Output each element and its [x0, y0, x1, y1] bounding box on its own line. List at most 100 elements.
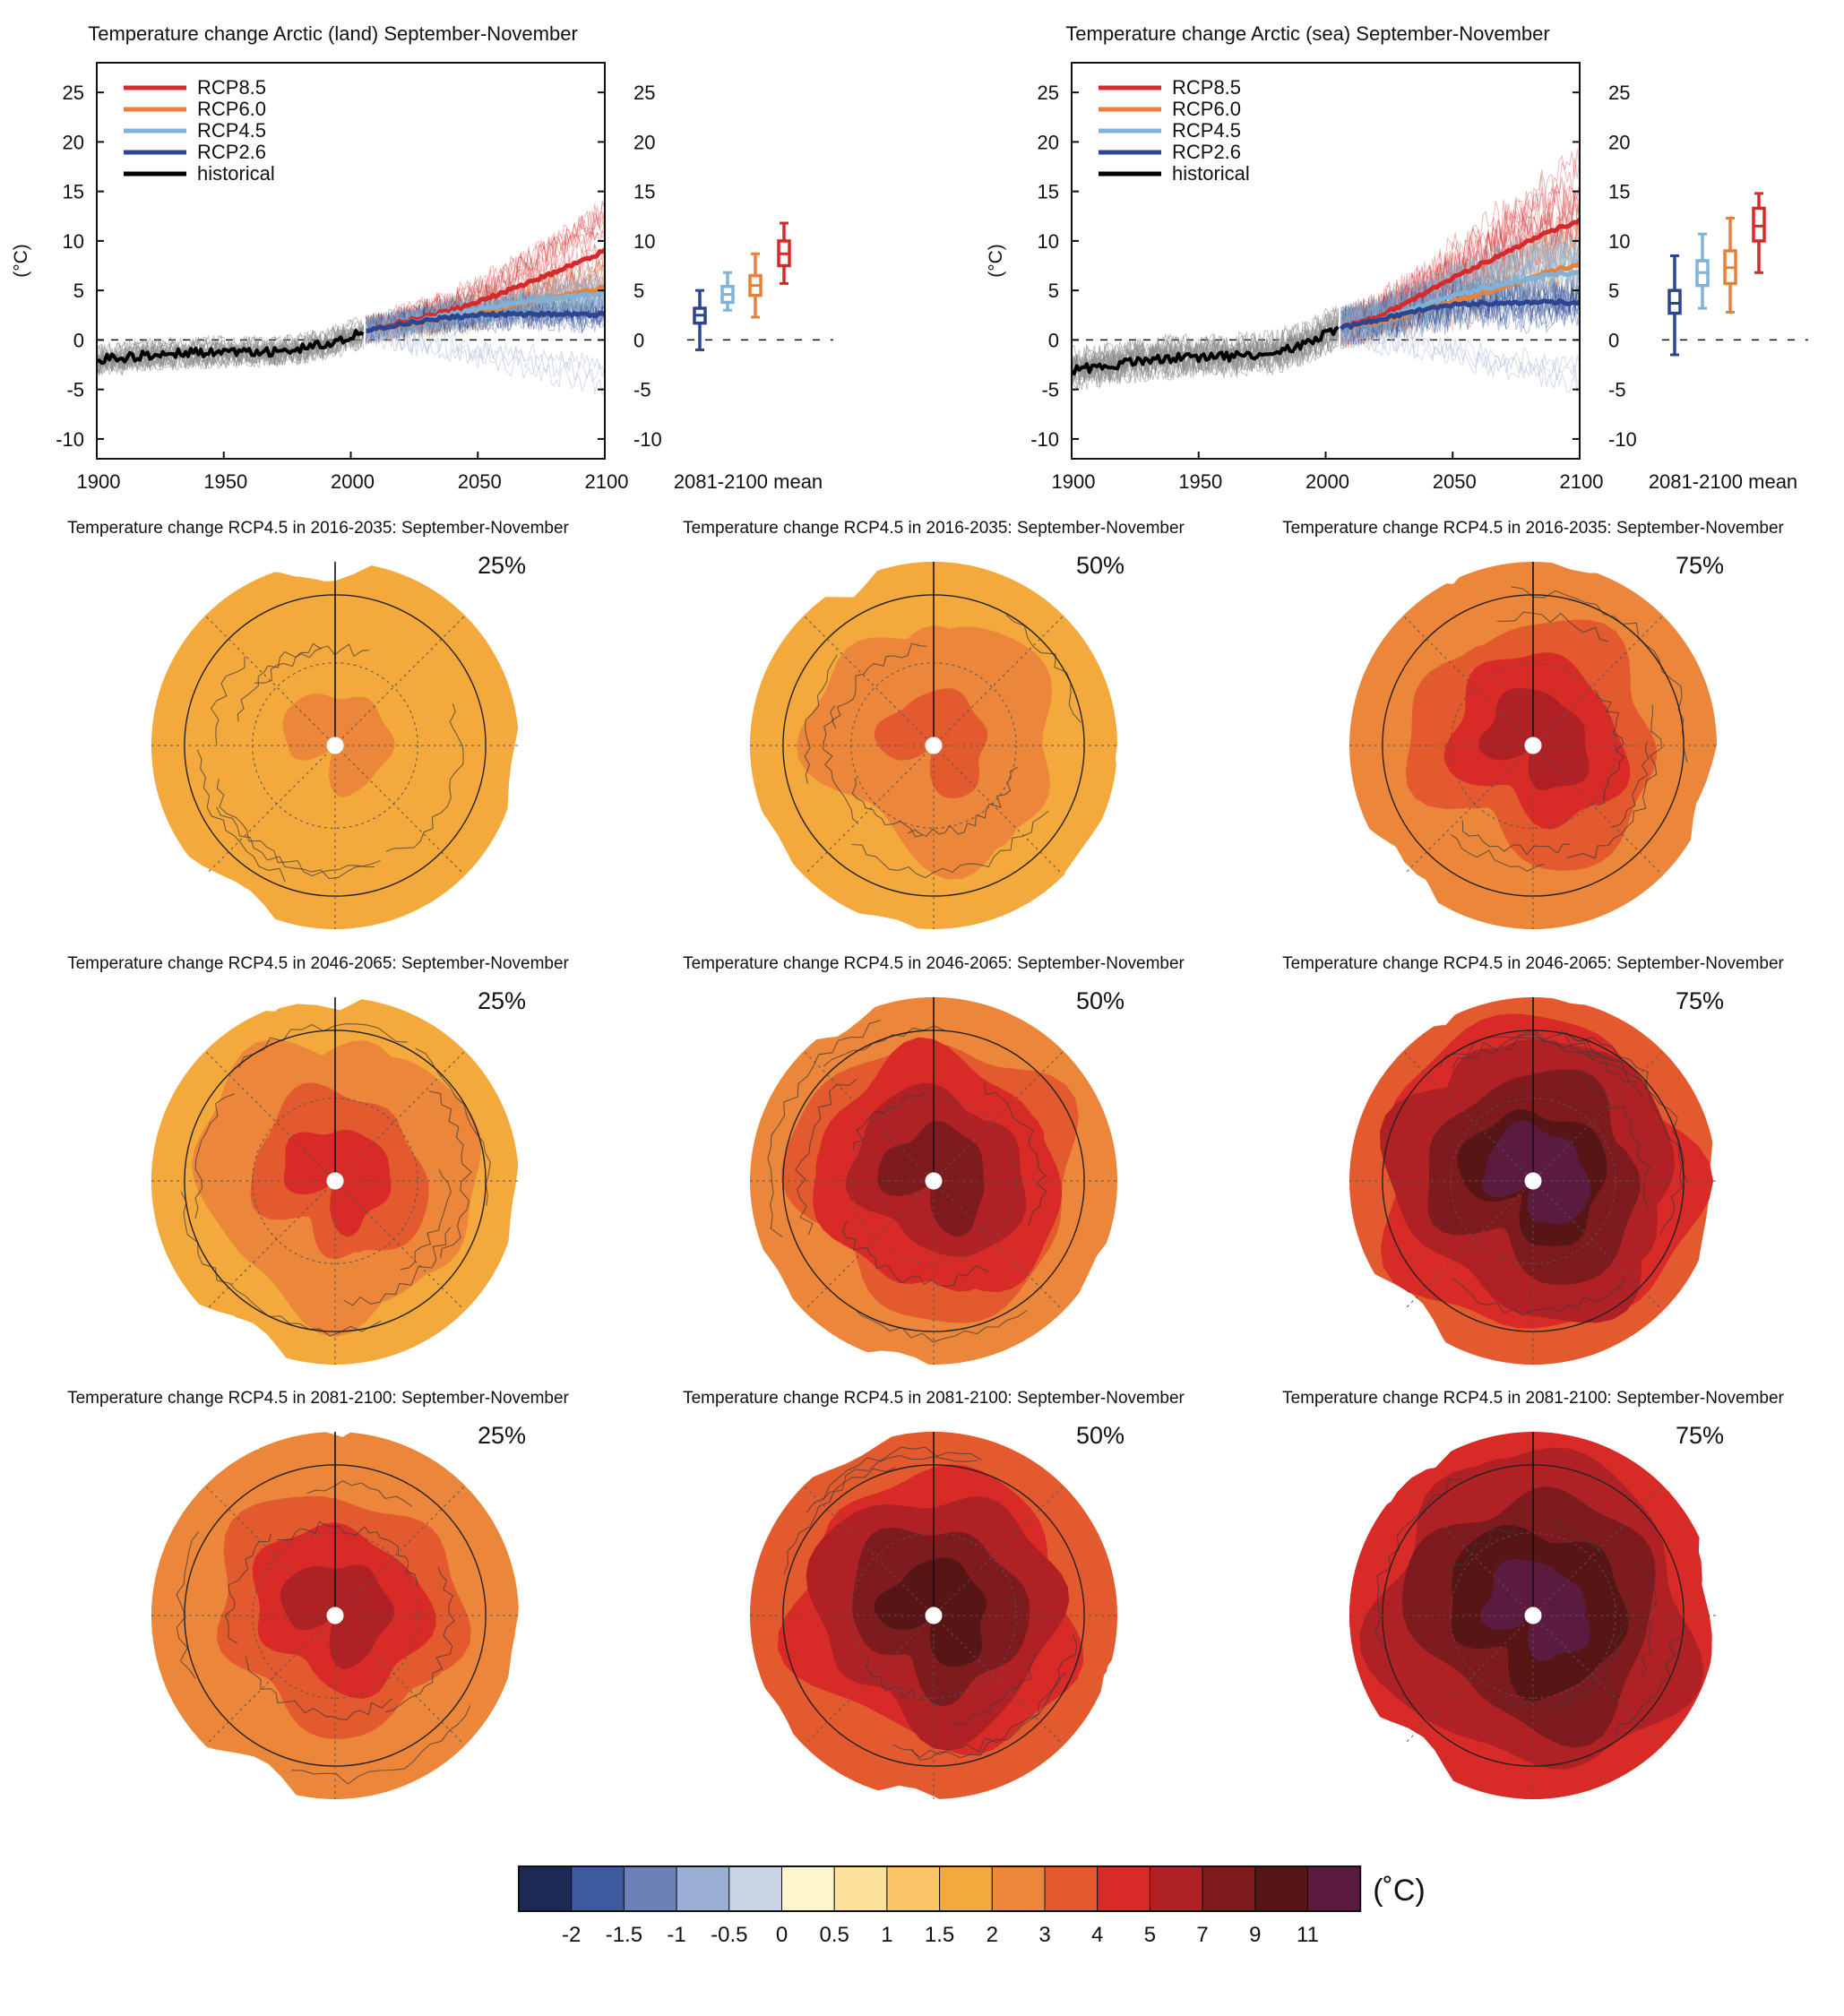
meridian-line: [206, 1052, 464, 1310]
ensemble-member-line: [366, 287, 605, 341]
boxes-label: 2081-2100 mean: [1649, 470, 1797, 493]
map-grid: Temperature change RCP4.5 in 2016-2035: …: [67, 519, 1785, 1799]
coastline: [1461, 820, 1571, 856]
ensemble-member-line: [1340, 278, 1580, 346]
ensemble-member-line: [1340, 228, 1580, 340]
colorbar-tick-label: 1: [881, 1923, 892, 1947]
colorbar-tick-label: 0: [776, 1923, 788, 1947]
coastline: [823, 705, 859, 824]
coastline: [216, 806, 381, 880]
polar-map-panel: Temperature change RCP4.5 in 2016-2035: …: [1282, 519, 1785, 929]
coastline: [795, 1079, 857, 1236]
colorbar-swatch: [781, 1865, 835, 1912]
contour-band: [1482, 1120, 1591, 1225]
coastline: [180, 1191, 382, 1337]
coastline: [238, 1023, 409, 1069]
y-tick-label-right: 5: [633, 280, 644, 302]
colorbar-tick-label: 3: [1038, 1923, 1050, 1947]
ensemble-member-line: [366, 211, 605, 344]
ensemble-member-line: [366, 299, 605, 343]
ensemble-member-line: [366, 297, 605, 337]
coastline: [400, 1168, 452, 1271]
ensemble-member-line: [366, 292, 605, 343]
legend-label: RCP6.0: [1172, 98, 1241, 120]
map-fill: [151, 1432, 519, 1799]
pole-marker: [326, 1607, 344, 1624]
colorbar-swatch: [1149, 1865, 1203, 1912]
ensemble-member-line: [1340, 221, 1580, 347]
coastline: [1564, 1035, 1684, 1235]
map-title: Temperature change RCP4.5 in 2081-2100: …: [67, 1389, 569, 1408]
chart-title: Temperature change Arctic (sea) Septembe…: [1065, 22, 1549, 45]
coastline: [254, 643, 370, 684]
coastline: [841, 1220, 988, 1288]
x-tick-label: 1950: [203, 470, 247, 493]
pole-marker: [1524, 737, 1542, 754]
legend-label: RCP4.5: [197, 119, 266, 142]
coastline: [1005, 615, 1081, 723]
plot-frame: [96, 62, 606, 460]
coastline: [291, 1705, 471, 1785]
y-tick-label-left: -10: [1030, 428, 1059, 451]
y-tick-label-right: 15: [1608, 181, 1630, 203]
map-fill: [1349, 1432, 1712, 1799]
coastline: [1374, 1478, 1462, 1652]
coastline: [1451, 1276, 1626, 1316]
ensemble-member-line: [1340, 183, 1580, 340]
colorbar-tick-label: -0.5: [711, 1923, 747, 1947]
coastline: [1566, 704, 1663, 859]
box-iqr: [1752, 206, 1766, 243]
coastline: [1562, 1601, 1632, 1708]
map-fill: [1349, 562, 1717, 929]
ensemble-member-line: [1340, 241, 1580, 340]
y-tick-label-right: 15: [633, 181, 655, 203]
map-fill: [1349, 997, 1714, 1365]
colorbar-swatch: [571, 1865, 625, 1912]
ensemble-member-line: [1340, 198, 1580, 346]
x-tick-label: 1900: [1052, 470, 1096, 493]
y-tick-label-right: -10: [1608, 428, 1637, 451]
historical-member-line: [1072, 323, 1340, 389]
y-tick-label-left: -10: [56, 428, 84, 451]
percentile-label: 25%: [478, 987, 526, 1014]
ensemble-member-line: [1340, 191, 1580, 342]
series-mean-line-rcp85: [1339, 218, 1580, 331]
ensemble-member-line: [1340, 327, 1580, 383]
ensemble-member-line: [366, 324, 605, 383]
colorbar-tick-label: 11: [1297, 1923, 1319, 1947]
y-tick-label-right: 25: [633, 82, 655, 104]
colorbar-tick-label: 9: [1249, 1923, 1261, 1947]
colorbar-tick-label: 7: [1196, 1923, 1208, 1947]
pole-marker: [326, 1172, 344, 1190]
coastline: [385, 702, 464, 852]
ensemble-member-line: [366, 324, 605, 396]
pole-marker: [1524, 1607, 1542, 1624]
coastline: [767, 1020, 881, 1237]
y-tick-label-left: -5: [66, 379, 84, 401]
x-tick-label: 1900: [77, 470, 121, 493]
coastline: [983, 1082, 1047, 1227]
map-title: Temperature change RCP4.5 in 2016-2035: …: [1282, 519, 1784, 538]
coastline: [277, 1521, 418, 1587]
y-tick-label-left: 10: [63, 230, 84, 253]
coastline: [1497, 611, 1609, 642]
ensemble-member-line: [1340, 265, 1580, 341]
meridian-line: [1404, 1052, 1662, 1310]
coastline: [1560, 1030, 1688, 1183]
meridian-line: [805, 616, 1063, 874]
y-tick-label-right: -10: [633, 428, 662, 451]
x-tick-label: 2100: [1560, 470, 1604, 493]
x-tick-label: 2000: [331, 470, 375, 493]
coastline: [1635, 1564, 1658, 1676]
pole-marker: [1524, 1172, 1542, 1190]
ensemble-member-line: [366, 297, 605, 341]
series-mean-line-historical: [97, 329, 365, 366]
line-chart-sea: Temperature change Arctic (sea) Septembe…: [986, 22, 1808, 493]
coastline: [176, 1530, 200, 1679]
ensemble-member-line: [1340, 212, 1580, 344]
y-tick-label-right: 10: [633, 230, 655, 253]
percentile-label: 50%: [1076, 987, 1124, 1014]
colorbar-swatch: [1202, 1865, 1256, 1912]
colorbar-tick-label: 5: [1144, 1923, 1156, 1947]
colorbar-swatch: [1307, 1865, 1361, 1912]
